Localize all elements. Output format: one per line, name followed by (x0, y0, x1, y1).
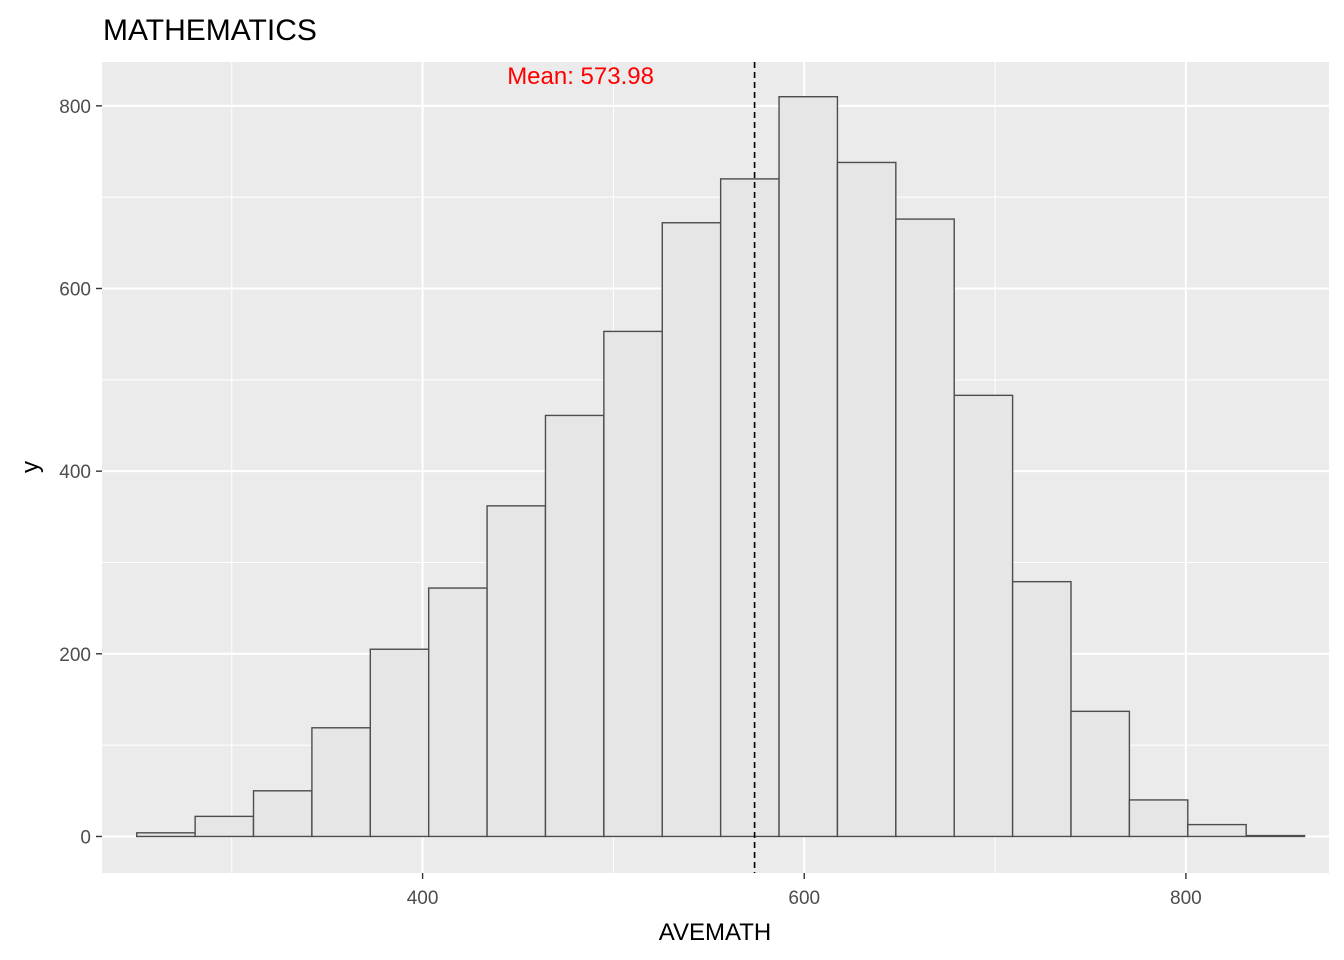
histogram-bar (252, 790, 313, 838)
y-tick-label: 400 (59, 462, 91, 483)
histogram-bars (136, 96, 1306, 838)
histogram-bar (953, 394, 1014, 838)
histogram-bar (661, 222, 722, 838)
histogram-bar (1245, 834, 1306, 838)
y-tick-label: 0 (80, 827, 91, 848)
histogram-bar (1070, 710, 1131, 838)
histogram-bar (544, 414, 605, 838)
chart-title: MATHEMATICS (103, 14, 317, 47)
histogram-bar (778, 96, 839, 838)
x-axis-ticks: 400 600 800 (407, 873, 1202, 909)
x-tick-label: 600 (788, 888, 820, 909)
y-tick-label: 200 (59, 645, 91, 666)
histogram-bar (311, 727, 371, 838)
histogram-bar (1128, 799, 1189, 838)
histogram-bar (136, 832, 196, 838)
y-axis-ticks: 0 200 400 600 800 (59, 97, 102, 848)
histogram-bar (1187, 823, 1247, 838)
y-tick-label: 600 (59, 279, 91, 300)
histogram-bar (836, 161, 897, 838)
histogram-bar (895, 218, 955, 838)
histogram-bar (603, 330, 663, 838)
histogram-bar (427, 587, 488, 838)
histogram-bar (194, 815, 255, 838)
histogram-bar (369, 648, 430, 838)
mean-annotation: Mean: 573.98 (507, 63, 654, 90)
y-axis-title: y (17, 461, 44, 473)
x-tick-label: 400 (407, 888, 439, 909)
histogram-bar (1011, 580, 1072, 838)
histogram-bar (486, 505, 547, 838)
x-tick-label: 800 (1170, 888, 1202, 909)
histogram-bar (719, 178, 780, 838)
x-axis-title: AVEMATH (659, 919, 771, 946)
y-tick-label: 800 (59, 97, 91, 118)
